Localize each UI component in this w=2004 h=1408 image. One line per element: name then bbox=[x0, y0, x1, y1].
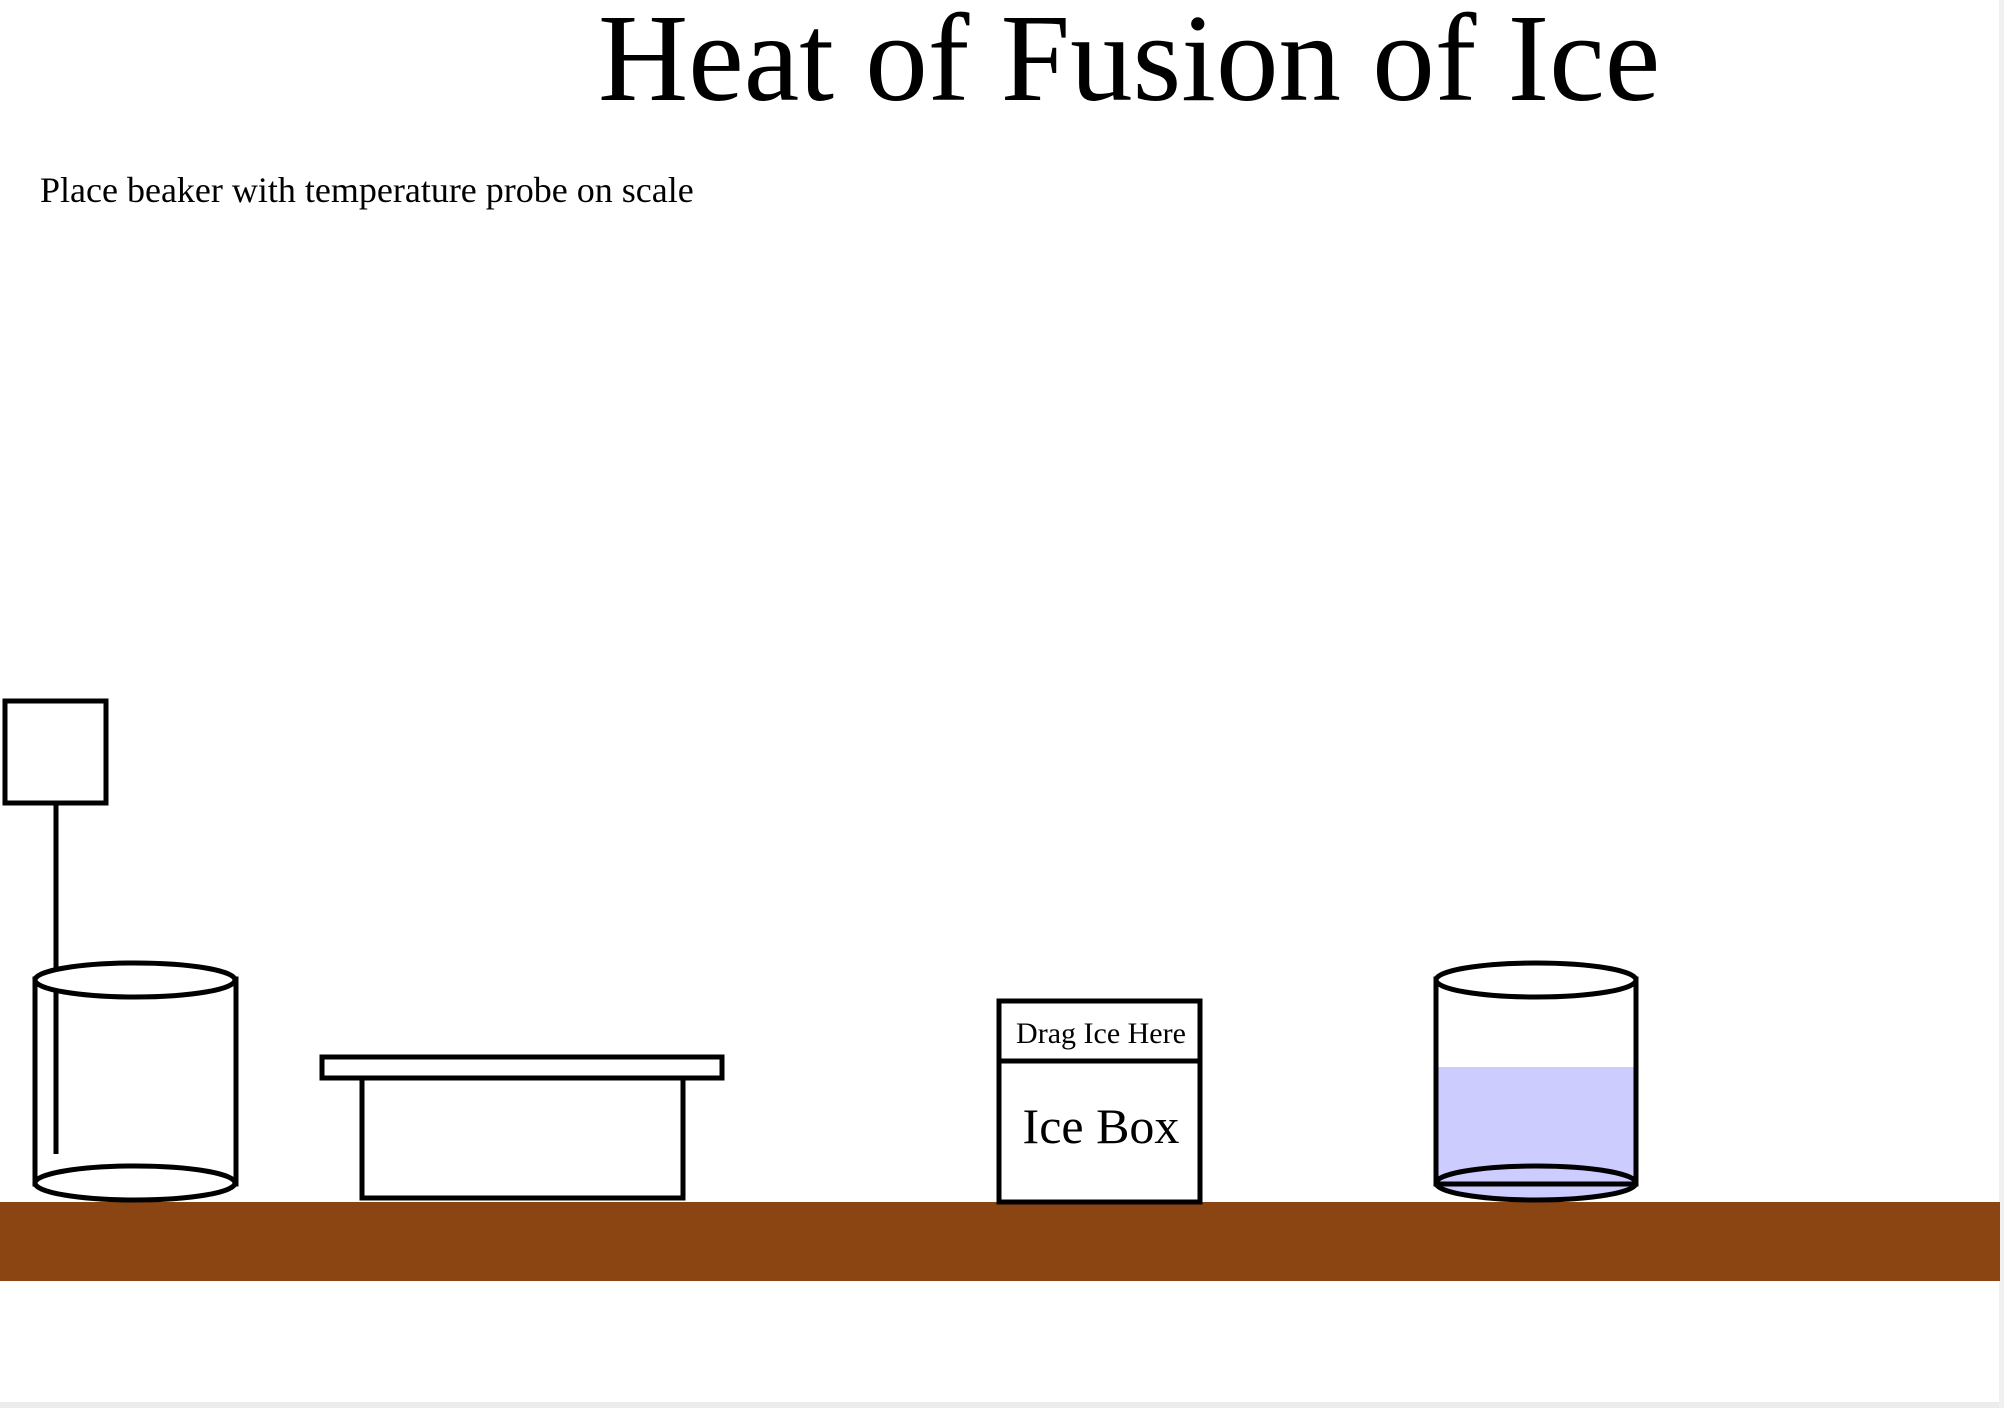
page-title: Heat of Fusion of Ice bbox=[598, 0, 1661, 128]
scale-body[interactable] bbox=[359, 1075, 686, 1201]
instruction-text: Place beaker with temperature probe on s… bbox=[40, 170, 694, 210]
ice-box-label: Ice Box bbox=[1023, 1098, 1180, 1154]
empty-beaker[interactable] bbox=[32, 960, 239, 1203]
scale[interactable] bbox=[319, 1054, 725, 1201]
scale-platform[interactable] bbox=[319, 1054, 725, 1081]
ice-box-body[interactable] bbox=[996, 998, 1203, 1205]
beaker-rim[interactable] bbox=[32, 960, 238, 1000]
beaker-body[interactable] bbox=[32, 976, 239, 1187]
ice-drop-label[interactable]: Drag Ice Here bbox=[1016, 1017, 1186, 1050]
beaker-base[interactable] bbox=[32, 1163, 238, 1203]
beaker-rim[interactable] bbox=[1433, 960, 1639, 1000]
lab-table bbox=[0, 1202, 2000, 1281]
window-edge bbox=[1999, 0, 2004, 1408]
water-beaker[interactable] bbox=[1433, 960, 1639, 1203]
probe-display[interactable] bbox=[2, 698, 109, 806]
ice-box[interactable]: Drag Ice Here Ice Box bbox=[996, 998, 1203, 1205]
temperature-probe[interactable] bbox=[2, 698, 109, 1154]
